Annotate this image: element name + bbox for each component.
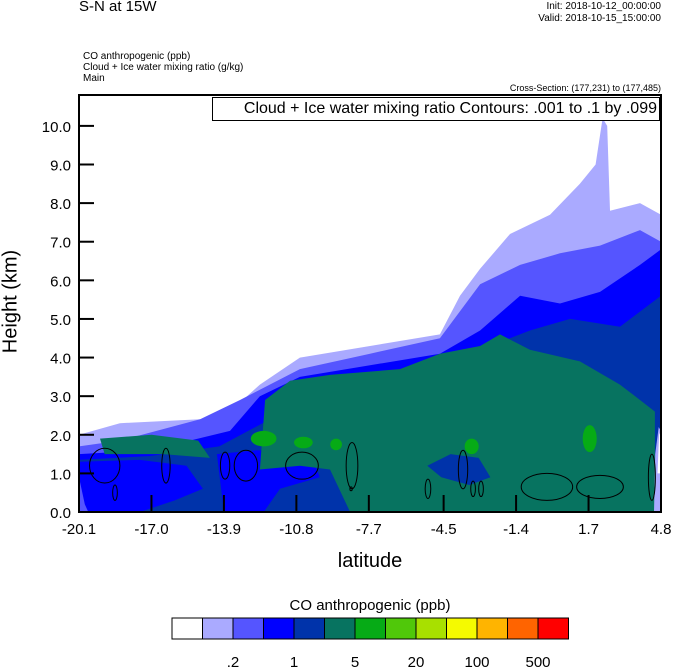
valid-time: Valid: 2018-10-15_15:00:00 <box>538 13 661 24</box>
cloud-contour-line <box>233 449 259 482</box>
co-patch-lavender-left-edge <box>79 477 89 512</box>
colorbar-swatch <box>293 617 325 640</box>
y-tick-label: 2.0 <box>50 428 71 445</box>
cloud-contour-line <box>161 447 171 484</box>
init-time: Init: 2018-10-12_00:00:00 <box>546 1 661 12</box>
field-label-co: CO anthropogenic (ppb) <box>83 51 191 62</box>
x-tick-label: -13.9 <box>207 521 241 538</box>
colorbar-label: 20 <box>408 654 425 668</box>
co-green-patch <box>464 438 479 455</box>
colorbar-label: .2 <box>227 654 240 668</box>
cloud-contour-line <box>576 474 624 499</box>
cloud-contour-line <box>112 484 118 501</box>
cloud-contour-line <box>424 478 432 499</box>
cloud-contour-line <box>349 486 353 492</box>
colorbar-title: CO anthropogenic (ppb) <box>289 597 451 614</box>
cloud-contour-line <box>89 447 121 484</box>
y-tick-label: 0.0 <box>50 505 71 522</box>
cloud-contour-line <box>219 451 231 480</box>
colorbar-swatch <box>476 617 508 640</box>
x-axis-label: latitude <box>337 550 403 572</box>
y-tick-label: 5.0 <box>50 312 71 329</box>
co-green-patch <box>330 438 342 451</box>
x-tick-label: -10.8 <box>279 521 313 538</box>
y-tick-label: 9.0 <box>50 158 71 175</box>
y-tick-label: 6.0 <box>50 273 71 290</box>
field-label-cloud: Cloud + Ice water mixing ratio (g/kg) <box>83 62 244 73</box>
cloud-contour-line <box>457 449 469 490</box>
y-axis-label-wrap: Height (km) <box>0 238 22 368</box>
cross-section-label: Cross-Section: (177,231) to (177,485) <box>509 83 661 93</box>
x-tick-label: -17.0 <box>134 521 168 538</box>
colorbar-label: 1 <box>290 654 298 668</box>
y-tick-label: 8.0 <box>50 196 71 213</box>
y-tick-label: 3.0 <box>50 389 71 406</box>
co-green-patch <box>294 436 313 449</box>
colorbar-swatch <box>263 617 295 640</box>
cloud-contour-line <box>478 480 484 498</box>
colorbar-swatch <box>171 617 203 640</box>
colorbar-label: 5 <box>351 654 359 668</box>
cloud-contour-line <box>647 453 656 501</box>
plot-frame <box>78 94 662 513</box>
cloud-contour-line <box>285 451 319 480</box>
co-green-patch <box>250 430 277 447</box>
co-patch-teal-main <box>259 334 655 512</box>
y-axis-label: Height (km) <box>0 249 22 354</box>
colorbar-label: 100 <box>464 654 489 668</box>
x-tick-label: -4.5 <box>431 521 457 538</box>
colorbar-swatch <box>232 617 264 640</box>
x-tick-label: -20.1 <box>62 521 96 538</box>
co-green-patch <box>582 425 597 453</box>
cloud-contour-line <box>470 480 476 498</box>
y-tick-label: 1.0 <box>50 466 71 483</box>
colorbar-label: 500 <box>525 654 550 668</box>
colorbar-swatch <box>537 617 569 640</box>
co-patch-teal-left <box>100 434 210 458</box>
x-tick-label: -1.4 <box>503 521 529 538</box>
colorbar-swatch <box>324 617 356 640</box>
colorbar-swatch <box>202 617 234 640</box>
y-tick-label: 4.0 <box>50 351 71 368</box>
x-tick-label: 1.7 <box>578 521 599 538</box>
co-patch-blue-left <box>79 459 203 512</box>
y-tick-label: 7.0 <box>50 235 71 252</box>
colorbar-swatch <box>507 617 539 640</box>
colorbar-swatch <box>385 617 417 640</box>
filled-contours <box>79 118 661 512</box>
colorbar-swatch <box>415 617 447 640</box>
x-tick-label: -7.7 <box>356 521 382 538</box>
field-label-domain: Main <box>83 73 105 84</box>
colorbar-swatch <box>354 617 386 640</box>
x-tick-label: 4.8 <box>651 521 672 538</box>
plot-title: S-N at 15W <box>79 0 157 15</box>
y-tick-label: 10.0 <box>42 119 71 136</box>
cloud-contour-line <box>520 472 574 501</box>
colorbar-swatch <box>446 617 478 640</box>
contour-info-label: Cloud + Ice water mixing ratio Contours:… <box>212 97 660 121</box>
